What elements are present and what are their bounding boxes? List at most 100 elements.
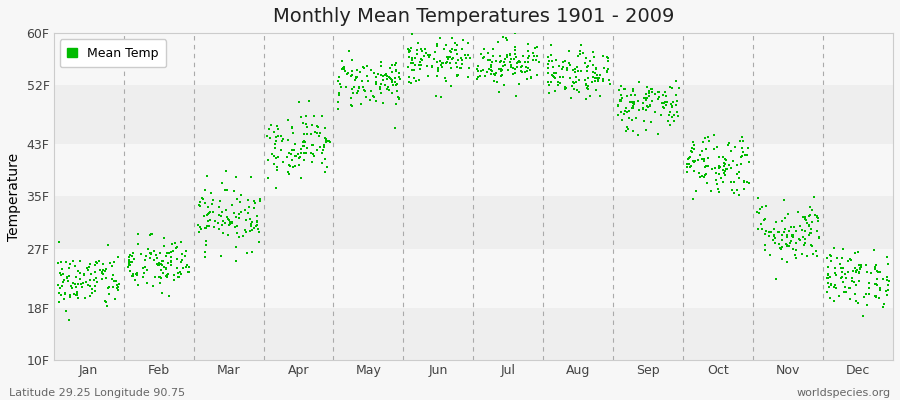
Point (734, 161, 748, 168)
Point (261, 175, 275, 182)
Point (201, 204, 215, 210)
Point (870, 276, 885, 282)
Point (702, 138, 716, 144)
Point (376, 77, 391, 83)
Point (288, 153, 302, 159)
Point (616, 86, 631, 92)
Point (590, 75, 604, 82)
Point (310, 147, 324, 154)
Point (636, 95, 651, 102)
Point (68, 263, 82, 270)
Point (52, 298, 67, 305)
Point (740, 152, 754, 159)
Point (698, 158, 712, 164)
Point (793, 236, 807, 243)
Point (152, 250, 166, 256)
Point (836, 265, 850, 272)
Point (730, 170, 744, 177)
Point (374, 72, 388, 78)
Point (364, 67, 378, 73)
Point (269, 134, 284, 140)
Point (842, 258, 856, 264)
Point (778, 241, 793, 248)
Point (711, 164, 725, 170)
Point (269, 166, 284, 173)
Point (842, 256, 857, 262)
Point (571, 68, 585, 74)
Point (845, 268, 859, 274)
Point (281, 137, 295, 143)
Point (401, 74, 416, 80)
Point (685, 149, 699, 156)
Point (611, 112, 625, 119)
Point (501, 67, 516, 73)
Point (833, 265, 848, 272)
Text: Latitude 29.25 Longitude 90.75: Latitude 29.25 Longitude 90.75 (9, 388, 185, 398)
Point (596, 53, 610, 59)
Point (628, 114, 643, 121)
Point (528, 57, 543, 63)
Point (640, 102, 654, 109)
Point (824, 281, 838, 287)
Point (785, 232, 799, 238)
Point (302, 98, 316, 104)
Point (639, 95, 653, 101)
Point (806, 242, 820, 249)
Point (248, 225, 262, 231)
Point (852, 262, 867, 269)
Point (879, 292, 894, 298)
Point (518, 64, 533, 70)
Point (149, 255, 164, 261)
Point (780, 211, 795, 217)
Point (716, 163, 731, 169)
Point (572, 48, 587, 54)
Point (632, 78, 646, 85)
Point (59, 274, 74, 281)
Point (443, 54, 457, 60)
Point (461, 40, 475, 47)
Point (870, 269, 885, 275)
Point (253, 198, 267, 204)
Point (233, 192, 248, 198)
Point (626, 99, 641, 106)
Point (721, 142, 735, 148)
Point (94, 276, 109, 282)
Point (122, 252, 137, 258)
Point (555, 74, 570, 80)
Point (411, 40, 426, 46)
Point (98, 298, 112, 304)
Point (574, 42, 589, 48)
Point (332, 90, 347, 97)
Point (805, 226, 819, 232)
Point (784, 232, 798, 239)
Point (51, 282, 66, 288)
Point (199, 242, 213, 248)
Point (403, 60, 418, 66)
Point (850, 300, 865, 306)
Point (292, 99, 306, 106)
Point (812, 234, 826, 240)
Point (476, 67, 491, 73)
Point (572, 89, 586, 96)
Point (221, 217, 236, 223)
Point (230, 223, 244, 229)
Point (509, 64, 524, 70)
Point (504, 62, 518, 68)
Point (350, 67, 365, 73)
Point (644, 119, 658, 125)
Point (94, 269, 109, 276)
Point (524, 74, 538, 80)
Point (292, 151, 306, 157)
Point (161, 250, 176, 256)
Point (251, 226, 266, 232)
Point (767, 232, 781, 238)
Point (88, 283, 103, 289)
Point (614, 98, 628, 105)
Point (174, 270, 188, 277)
Point (444, 49, 458, 56)
Point (55, 283, 69, 289)
Point (220, 214, 234, 220)
Point (153, 279, 167, 286)
Point (249, 213, 264, 219)
Point (351, 87, 365, 94)
